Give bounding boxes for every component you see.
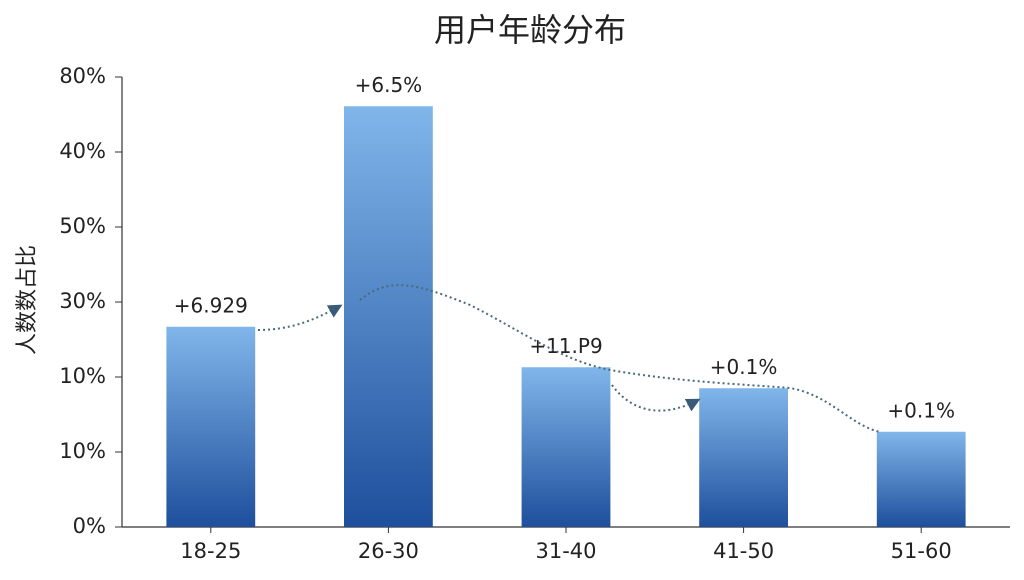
- trend-curve: [257, 284, 881, 433]
- trend-arrow: [257, 304, 343, 331]
- bar: [699, 388, 788, 527]
- bar: [344, 106, 433, 527]
- bar-annotation: +0.1%: [710, 355, 778, 379]
- y-tick-label: 40%: [59, 139, 106, 163]
- bar: [521, 367, 611, 527]
- x-tick-label: 41-50: [713, 539, 774, 563]
- bar: [876, 431, 966, 527]
- y-tick-label: 50%: [59, 214, 106, 238]
- trend-arrow: [611, 384, 701, 412]
- y-axis-label: 人数数占比: [15, 245, 40, 355]
- bar-annotation: +6.5%: [355, 73, 423, 97]
- bar-annotation: +0.1%: [887, 398, 955, 422]
- y-tick-label: 10%: [59, 364, 106, 388]
- y-tick-label: 80%: [59, 64, 106, 88]
- y-tick-label: 0%: [73, 514, 106, 538]
- x-tick-label: 31-40: [535, 539, 596, 563]
- bar-annotation: +11.P9: [529, 334, 602, 358]
- trend-line: [359, 284, 881, 433]
- chart-title: 用户年龄分布: [434, 11, 626, 49]
- x-tick-label: 18-25: [180, 539, 241, 563]
- x-tick-label: 51-60: [891, 539, 952, 563]
- y-tick-label: 30%: [59, 289, 106, 313]
- x-tick-label: 26-30: [358, 539, 419, 563]
- bar: [166, 326, 256, 527]
- bar-annotation: +6.929: [174, 293, 248, 317]
- y-tick-label: 10%: [59, 439, 106, 463]
